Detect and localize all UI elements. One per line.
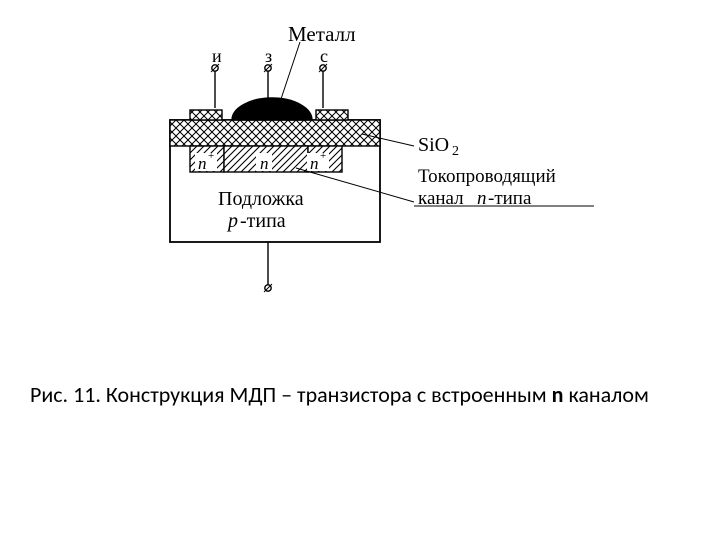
label-nplus-left: n <box>198 154 207 174</box>
figure-caption: Рис. 11. Конструкция МДП – транзистора с… <box>30 380 690 410</box>
figure-root: Металл и з с SiO 2 Токопроводящий канал … <box>0 0 720 540</box>
label-channel-l2b: n <box>477 188 487 210</box>
label-metal: Металл <box>288 22 356 47</box>
label-channel-l2c: -типа <box>488 188 531 210</box>
label-n-mid: n <box>260 154 269 174</box>
label-nplus-right-s: + <box>320 150 326 162</box>
caption-suffix: каналом <box>563 381 648 408</box>
label-terminal-z: з <box>265 46 272 67</box>
label-channel-l2a: канал <box>418 188 468 210</box>
mdp-diagram <box>0 0 720 540</box>
label-sio2-sub: 2 <box>452 144 459 160</box>
label-substrate-1: Подложка <box>218 188 304 211</box>
label-sio2: SiO <box>418 134 449 157</box>
label-substrate-2b: -типа <box>240 210 286 233</box>
label-nplus-right: n <box>310 154 319 174</box>
label-nplus-left-s: + <box>208 150 214 162</box>
label-terminal-s: с <box>320 46 328 67</box>
caption-prefix: Рис. 11. Конструкция МДП – транзистора с… <box>30 381 552 408</box>
label-channel-l1: Токопроводящий <box>418 166 556 188</box>
label-terminal-i: и <box>212 46 222 67</box>
caption-bold: n <box>552 381 564 408</box>
label-substrate-2a: p <box>228 210 238 233</box>
